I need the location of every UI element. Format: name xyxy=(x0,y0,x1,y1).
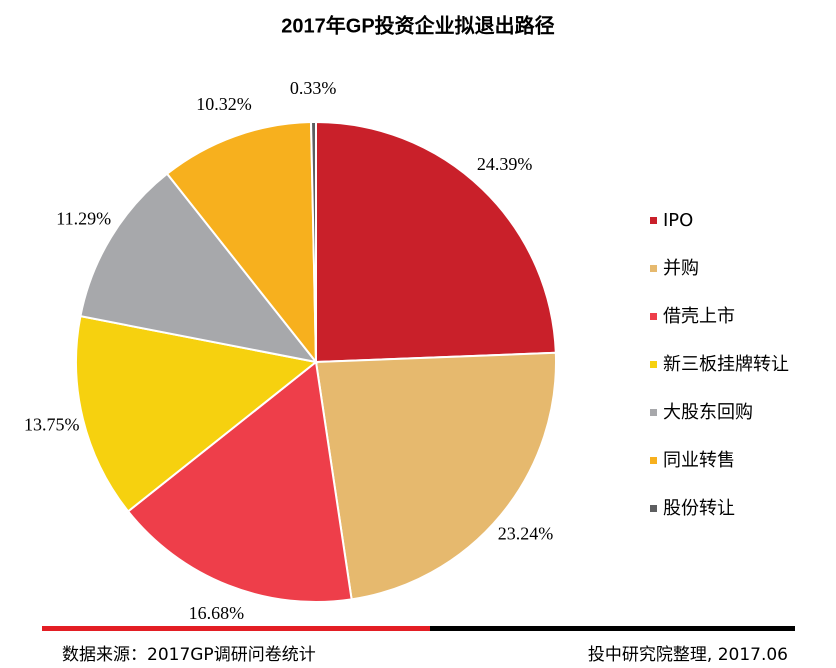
slice-label: 10.32% xyxy=(196,94,252,114)
pie-slice xyxy=(75,314,319,513)
legend-swatch xyxy=(650,505,657,512)
source: 数据来源：2017GP调研问卷统计 xyxy=(62,645,316,665)
legend-swatch xyxy=(650,409,657,416)
legend-label: 大股东回购 xyxy=(663,402,753,423)
legend-label: 借壳上市 xyxy=(663,306,735,327)
slice-label: 13.75% xyxy=(24,415,80,435)
slice-label: 23.24% xyxy=(498,524,554,544)
legend-label: 新三板挂牌转让 xyxy=(663,354,789,375)
legend-label: 并购 xyxy=(663,258,699,279)
pie-slice xyxy=(310,120,317,363)
slice-label: 11.29% xyxy=(56,209,111,229)
legend-swatch xyxy=(650,265,657,272)
slice-label: 16.68% xyxy=(189,603,245,623)
legend-label: IPO xyxy=(663,210,693,231)
legend-swatch xyxy=(650,361,657,368)
pie-slice xyxy=(165,121,318,365)
pie-slice xyxy=(79,172,319,364)
pie-slice xyxy=(126,360,353,603)
slice-label: 24.39% xyxy=(477,154,533,174)
legend-label: 同业转售 xyxy=(663,450,735,471)
footer-rule-black xyxy=(430,626,795,631)
slice-label: 0.33% xyxy=(290,78,337,98)
legend-swatch xyxy=(650,457,657,464)
pie-slice xyxy=(315,120,557,364)
legend-swatch xyxy=(650,217,657,224)
chart-title: 2017年GP投资企业拟退出路径 xyxy=(281,13,554,37)
pie-slice xyxy=(314,351,557,601)
note: 投中研究院整理, 2017.06 xyxy=(588,645,788,665)
legend-label: 股份转让 xyxy=(663,498,735,519)
footer-rule-red xyxy=(42,626,430,631)
legend-swatch xyxy=(650,313,657,320)
